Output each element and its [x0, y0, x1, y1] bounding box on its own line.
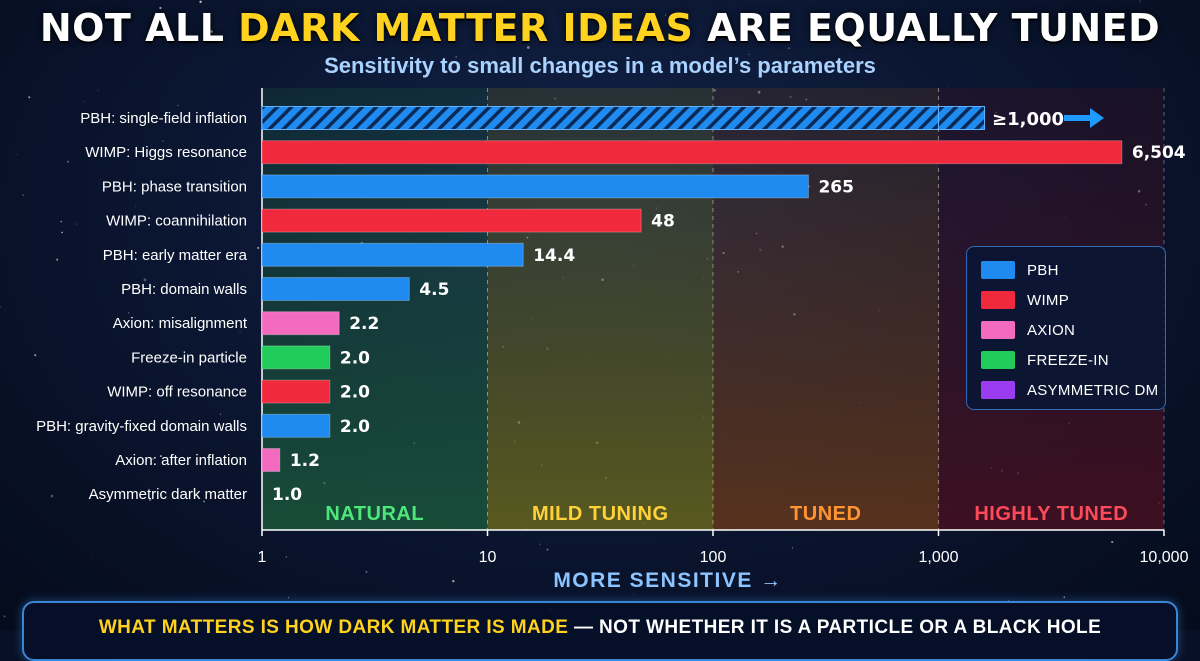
- legend-label: ASYMMETRIC DM: [1027, 381, 1159, 399]
- bar: [261, 413, 331, 438]
- lower-bound-arrow-icon: [1064, 108, 1104, 128]
- category-label: Axion: after inflation: [115, 452, 247, 469]
- x-tick-label: 1,000: [918, 549, 958, 566]
- bar-value-label: 4.5: [419, 280, 449, 300]
- chart-legend: PBH WIMP AXION FREEZE-IN ASYMMETRIC DM: [966, 246, 1166, 410]
- category-label: PBH: domain walls: [121, 281, 247, 298]
- category-label: PBH: phase transition: [102, 178, 247, 195]
- bar: [261, 448, 281, 472]
- legend-item: ASYMMETRIC DM: [981, 375, 1165, 405]
- legend-item: PBH: [981, 255, 1165, 285]
- bar: [261, 140, 1123, 165]
- zone-label: HIGHLY TUNED: [974, 503, 1128, 525]
- legend-item: WIMP: [981, 285, 1165, 315]
- legend-label: PBH: [1027, 261, 1059, 279]
- legend-label: WIMP: [1027, 291, 1070, 309]
- bar: [261, 174, 809, 199]
- bar: [261, 345, 331, 370]
- bar-value-label: 265: [818, 177, 854, 197]
- bar-value-label: 14.4: [533, 246, 575, 266]
- bar: [261, 208, 642, 233]
- legend-swatch: [981, 381, 1015, 399]
- legend-swatch: [981, 321, 1015, 339]
- legend-label: FREEZE-IN: [1027, 351, 1109, 369]
- x-tick-label: 1: [258, 549, 267, 566]
- bar-value-label: 48: [651, 212, 675, 232]
- x-tick-label: 100: [700, 549, 727, 566]
- zone-label: MILD TUNING: [532, 503, 669, 525]
- bar-lower-bound-extension: [938, 106, 986, 130]
- x-tick-label: 10,000: [1140, 549, 1189, 566]
- bar-value-label: 6,504: [1132, 143, 1186, 163]
- footer-banner: WHAT MATTERS IS HOW DARK MATTER IS MADE …: [22, 601, 1178, 661]
- category-label: Asymmetric dark matter: [89, 486, 247, 503]
- bar-value-label: 2.0: [340, 348, 370, 368]
- bar: [261, 242, 524, 267]
- category-label: PBH: early matter era: [103, 247, 248, 264]
- x-axis-title: MORE SENSITIVE →: [553, 569, 782, 592]
- bar: [261, 311, 340, 336]
- category-label: WIMP: coannihilation: [106, 213, 247, 230]
- legend-item: FREEZE-IN: [981, 345, 1165, 375]
- bar-value-label: 2.0: [340, 417, 370, 437]
- bar-value-label: 1.0: [272, 485, 302, 505]
- x-tick-label: 10: [479, 549, 497, 566]
- category-label: PBH: single-field inflation: [80, 110, 247, 127]
- category-label: Axion: misalignment: [113, 315, 248, 332]
- category-label: WIMP: Higgs resonance: [85, 144, 247, 161]
- bar-value-label: 2.2: [349, 314, 379, 334]
- bar-value-label: 1.2: [290, 451, 320, 471]
- legend-item: AXION: [981, 315, 1165, 345]
- legend-swatch: [981, 261, 1015, 279]
- category-label: Freeze-in particle: [131, 349, 247, 366]
- category-label: PBH: gravity-fixed domain walls: [36, 418, 247, 435]
- bar: [261, 379, 331, 404]
- page-title: NOT ALL DARK MATTER IDEAS ARE EQUALLY TU…: [39, 6, 1161, 50]
- bar-value-label: ≥1,000: [992, 109, 1064, 130]
- zone-label: TUNED: [790, 503, 861, 525]
- bar-value-label: 2.0: [340, 383, 370, 403]
- legend-swatch: [981, 291, 1015, 309]
- bar: [261, 106, 939, 130]
- chart-subtitle: Sensitivity to small changes in a model’…: [324, 53, 876, 78]
- bar: [261, 277, 410, 301]
- legend-label: AXION: [1027, 321, 1076, 339]
- bar-chart: NATURAL MILD TUNING TUNED HIGHLY TUNED 1 10 10…: [36, 88, 1189, 592]
- zone-label: NATURAL: [325, 503, 424, 525]
- category-label: WIMP: off resonance: [107, 384, 247, 401]
- legend-swatch: [981, 351, 1015, 369]
